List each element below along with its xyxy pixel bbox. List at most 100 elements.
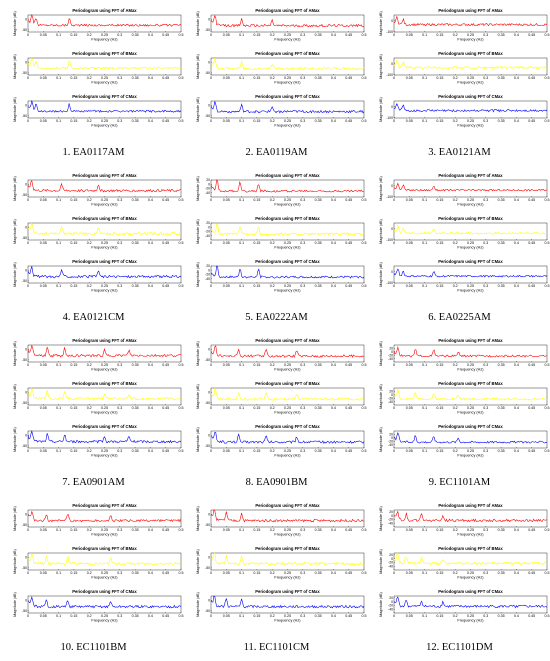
x-tick-label: 0.4 [331,33,336,37]
x-tick-label: 0.4 [148,449,153,453]
x-tick-label: 0.4 [514,571,519,575]
x-tick-label: 0.45 [528,284,535,288]
y-tick-label: -40 [388,564,393,568]
x-tick-label: 0 [27,363,29,367]
x-tick-label: 0.05 [406,571,413,575]
y-tick-label: -50 [205,523,210,527]
x-tick-label: 0.1 [422,363,427,367]
x-axis-label: Frequency (Hz) [274,38,301,42]
x-axis-label: Frequency (Hz) [274,576,301,580]
x-tick-label: 0.05 [223,241,230,245]
x-tick-label: 0.45 [345,614,352,618]
y-tick-label: 0 [391,227,393,231]
dataset-panel-ec1101bm: Periodogram using FFT of AMax 0 0.05 0.1 0.1… [13,503,184,623]
x-tick-label: 0.35 [315,449,322,453]
x-tick-label: 0.25 [467,406,474,410]
x-tick-label: 0.4 [148,363,153,367]
y-tick-label: 0 [391,19,393,23]
x-tick-label: 0.45 [345,33,352,37]
x-tick-label: 0.2 [270,119,275,123]
x-tick-label: 0.15 [436,198,443,202]
subplot-bmax: Periodogram using FFT of BMax 0 0.05 0.1 0.1… [379,546,550,580]
series-line-bmax [210,387,365,402]
x-tick-label: 0.45 [345,76,352,80]
y-tick-label: -20 [388,353,393,357]
x-tick-label: 0.45 [162,528,169,532]
x-tick-label: 0.45 [528,614,535,618]
x-tick-label: 0.1 [56,449,61,453]
x-tick-label: 0.3 [300,614,305,618]
x-tick-label: 0.15 [253,449,260,453]
dataset-panel-ea0901bm: Periodogram using FFT of AMax 0 0.05 0.1 0.1… [196,338,367,458]
y-tick-label: -40 [205,234,210,238]
y-tick-label: 20 [206,178,210,182]
dataset-caption: 8. EA0901BM [245,477,308,488]
x-axis-label: Frequency (Hz) [274,124,301,128]
x-tick-label: 0.4 [148,119,153,123]
subplot-title: Periodogram using FFT of AMax [438,503,503,508]
subplot-amax: Periodogram using FFT of AMax 0 0.05 0.1 0.1… [13,338,184,372]
x-tick-label: 0 [393,119,395,123]
x-tick-label: 0.1 [422,241,427,245]
subplot-title: Periodogram using FFT of BMax [438,546,503,551]
x-tick-label: 0.05 [40,571,47,575]
x-tick-label: 0.3 [117,198,122,202]
x-tick-label: 0.5 [362,406,367,410]
axes-box [210,430,365,449]
x-axis-label: Frequency (Hz) [457,619,484,623]
x-tick-label: 0.5 [362,241,367,245]
x-tick-label: 0.25 [467,284,474,288]
x-tick-label: 0.05 [40,449,47,453]
x-tick-label: 0.5 [179,406,184,410]
dataset-panel-ea0121am: Periodogram using FFT of AMax 0 0.05 0.1 0.1… [379,8,550,128]
y-tick-label: 20 [389,433,393,437]
x-tick-label: 0 [393,449,395,453]
x-tick-label: 0.45 [528,449,535,453]
x-tick-label: 0.05 [40,33,47,37]
axes-box [393,265,548,284]
x-tick-label: 0.1 [239,33,244,37]
x-tick-label: 0.45 [345,198,352,202]
subplot-cmax: Periodogram using FFT of CMax 0 0.05 0.1 0.1… [13,424,184,458]
y-tick-label: 0 [208,182,210,186]
y-tick-label: 20 [389,596,393,600]
x-tick-label: 0.45 [345,406,352,410]
axes-box [393,14,548,33]
y-tick-label: -50 [205,609,210,613]
y-tick-label: -20 [205,273,210,277]
x-tick-label: 0.45 [528,363,535,367]
x-tick-label: 0 [393,571,395,575]
x-tick-label: 0.05 [40,119,47,123]
dataset-panel-ec1101cm: Periodogram using FFT of AMax 0 0.05 0.1 0.1… [196,503,367,623]
x-tick-label: 0.2 [270,198,275,202]
x-tick-label: 0.2 [453,198,458,202]
x-tick-label: 0.5 [362,528,367,532]
dataset-panel-ec1101am: Periodogram using FFT of AMax 0 0.05 0.1 0.1… [379,338,550,458]
y-tick-label: 0 [25,17,27,21]
axes-box [27,595,182,614]
x-tick-label: 0.25 [101,76,108,80]
x-tick-label: 0.2 [453,363,458,367]
subplot-title: Periodogram using FFT of BMax [438,381,503,386]
x-tick-label: 0.05 [406,33,413,37]
x-tick-label: 0.25 [284,528,291,532]
subplot-title: Periodogram using FFT of AMax [72,173,137,178]
x-tick-label: 0.35 [498,363,505,367]
y-tick-label: 0 [391,557,393,561]
x-tick-label: 0.5 [362,76,367,80]
x-tick-label: 0 [393,406,395,410]
x-tick-label: 0.45 [345,449,352,453]
x-tick-label: 0.1 [422,33,427,37]
subplot-amax: Periodogram using FFT of AMax 0 0.05 0.1 0.1… [196,8,367,42]
x-tick-label: 0.5 [362,284,367,288]
y-tick-label: -100 [386,73,393,77]
x-tick-label: 0.15 [436,571,443,575]
x-axis-label: Frequency (Hz) [274,81,301,85]
x-axis-label: Frequency (Hz) [274,289,301,293]
axes-box [27,265,182,284]
y-axis-label: Magnitude (dB) [379,427,383,452]
x-tick-label: 0.4 [331,571,336,575]
x-tick-label: 0.4 [514,406,519,410]
x-tick-label: 0.4 [514,241,519,245]
x-tick-label: 0.1 [56,198,61,202]
